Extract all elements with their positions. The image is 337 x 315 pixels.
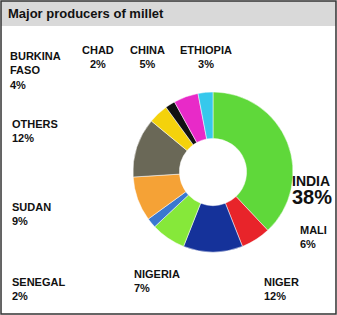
- svg-text:ETHIOPIA3%: ETHIOPIA3%: [180, 44, 232, 70]
- svg-text:MALI6%: MALI6%: [300, 224, 327, 250]
- svg-text:NIGER12%: NIGER12%: [264, 276, 299, 302]
- svg-text:Major producers of millet: Major producers of millet: [8, 6, 164, 21]
- svg-text:NIGERIA7%: NIGERIA7%: [134, 268, 180, 294]
- svg-text:SENEGAL2%: SENEGAL2%: [12, 276, 65, 302]
- svg-text:SUDAN9%: SUDAN9%: [12, 201, 51, 227]
- svg-text:OTHERS12%: OTHERS12%: [12, 118, 58, 144]
- svg-text:CHINA5%: CHINA5%: [130, 44, 165, 70]
- svg-text:INDIA38%: INDIA38%: [292, 173, 332, 208]
- svg-text:CHAD2%: CHAD2%: [82, 44, 114, 70]
- svg-text:BURKINAFASO4%: BURKINAFASO4%: [10, 50, 61, 91]
